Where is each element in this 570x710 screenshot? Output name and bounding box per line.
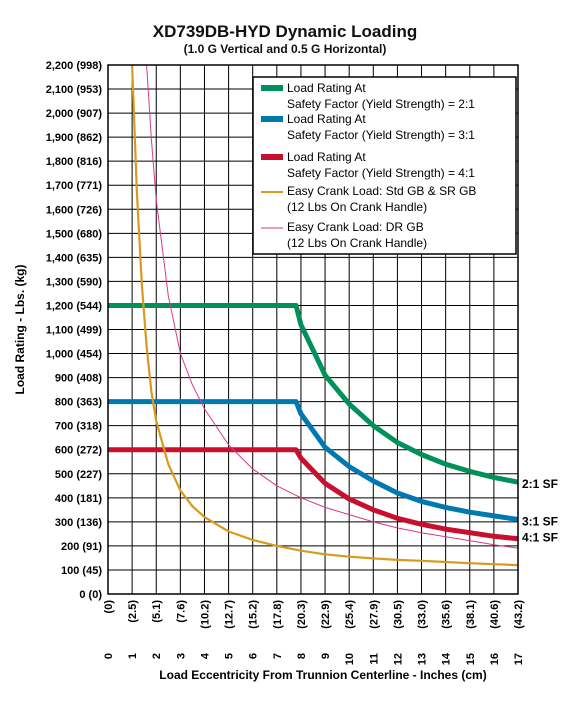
x-tick-label: 12 (392, 653, 404, 665)
x-tick-label-cm: (5.1) (151, 600, 163, 623)
y-tick-label: 700 (318) (55, 421, 102, 433)
labels: 0 (0) 100 (45) 200 (91) 300 (136) 400 (181) 5… (13, 60, 558, 682)
x-tick-label: 0 (103, 653, 115, 659)
y-tick-label: 1,200 (544) (46, 300, 103, 312)
x-axis-title: Load Eccentricity From Trunnion Centerli… (159, 668, 486, 682)
plot-border (107, 64, 519, 595)
x-tick-label-cm: (43.2) (513, 600, 525, 629)
y-tick-label: 2,000 (907) (46, 108, 103, 120)
axes (107, 64, 519, 595)
x-tick-label-cm: (38.1) (465, 600, 477, 629)
series-line-2 (108, 399, 518, 522)
x-tick-label: 5 (224, 653, 236, 659)
x-tick-label: 10 (344, 653, 356, 665)
legend-entry: Easy Crank Load: Std GB & SR GB (12 Lbs O… (287, 184, 476, 214)
y-tick-label: 800 (363) (55, 397, 102, 409)
y-tick-label: 500 (227) (55, 469, 102, 481)
y-tick-label: 900 (408) (55, 373, 102, 385)
series-line-1 (108, 303, 518, 485)
x-tick-label: 11 (368, 653, 380, 665)
series-line-5 (146, 65, 518, 549)
x-tick-label-cm: (7.6) (175, 600, 187, 623)
series-end-label: 4:1 SF (522, 531, 558, 545)
x-tick-label: 1 (127, 653, 139, 659)
x-tick-label: 8 (296, 653, 308, 659)
y-axis-title: Load Rating - Lbs. (kg) (13, 265, 27, 395)
x-tick-label-cm: (2.5) (127, 600, 139, 623)
x-tick-label-cm: (22.9) (320, 600, 332, 629)
legend-box (252, 76, 517, 255)
y-tick-label: 2,100 (953) (46, 84, 103, 96)
y-tick-label: 600 (272) (55, 445, 102, 457)
x-tick-label: 9 (320, 653, 332, 659)
x-tick-label: 14 (441, 652, 453, 665)
x-tick-label: 7 (272, 653, 284, 659)
series-end-label: 2:1 SF (522, 477, 558, 491)
y-tick-label: 200 (91) (61, 541, 102, 553)
y-tick-label: 300 (136) (55, 517, 102, 529)
x-tick-label: 16 (489, 653, 501, 665)
y-tick-label: 1,300 (590) (46, 276, 103, 288)
series-line-3 (108, 447, 518, 542)
x-tick-label: 2 (151, 653, 163, 659)
x-tick-label-cm: (20.3) (296, 600, 308, 629)
y-tick-label: 400 (181) (55, 493, 102, 505)
legend-entry: Load Rating At Safety Factor (Yield Stren… (287, 112, 475, 142)
y-tick-label: 1,800 (816) (46, 156, 103, 168)
x-tick-label: 6 (248, 653, 260, 659)
y-tick-label: 1,700 (771) (46, 180, 103, 192)
y-tick-label: 1,600 (726) (46, 204, 103, 216)
chart-subtitle: (1.0 G Vertical and 0.5 G Horizontal) (183, 42, 387, 56)
x-tick-label-cm: (0) (103, 600, 115, 614)
y-tick-label: 1,900 (862) (46, 132, 103, 144)
y-tick-label: 1,100 (499) (46, 325, 103, 337)
x-tick-label-cm: (17.8) (272, 600, 284, 629)
x-tick-label-cm: (27.9) (368, 600, 380, 629)
x-tick-label-cm: (40.6) (489, 600, 501, 629)
series-line-4 (131, 65, 518, 567)
x-tick-label-cm: (15.2) (248, 600, 260, 629)
x-tick-label: 15 (465, 653, 477, 665)
x-tick-label-cm: (30.5) (392, 600, 404, 629)
legend-entry: Load Rating At Safety Factor (Yield Stren… (287, 81, 475, 111)
x-tick-label-cm: (25.4) (344, 600, 356, 629)
y-tick-label: 1,000 (454) (46, 349, 103, 361)
legend-entry: Load Rating At Safety Factor (Yield Stren… (287, 150, 475, 180)
y-tick-label: 100 (45) (61, 565, 102, 577)
series-end-label: 3:1 SF (522, 514, 558, 528)
y-tick-label: 2,200 (998) (46, 60, 103, 72)
x-tick-label: 13 (417, 653, 429, 665)
series-lines (108, 65, 518, 567)
x-tick-label-cm: (35.6) (441, 600, 453, 629)
x-tick-label: 3 (175, 653, 187, 659)
chart-title: XD739DB-HYD Dynamic Loading (152, 22, 418, 41)
x-tick-label: 4 (199, 652, 211, 659)
legend-entry: Easy Crank Load: DR GB (12 Lbs On Crank H… (287, 220, 427, 250)
x-tick-label-cm: (33.0) (417, 600, 429, 629)
legend: Load Rating At Safety Factor (Yield Stren… (252, 76, 517, 255)
x-tick-label-cm: (12.7) (224, 600, 236, 629)
x-tick-label: 17 (513, 653, 525, 665)
y-tick-label: 1,500 (680) (46, 228, 103, 240)
x-tick-label-cm: (10.2) (199, 600, 211, 629)
y-tick-label: 1,400 (635) (46, 252, 103, 264)
y-tick-label: 0 (0) (79, 589, 102, 601)
